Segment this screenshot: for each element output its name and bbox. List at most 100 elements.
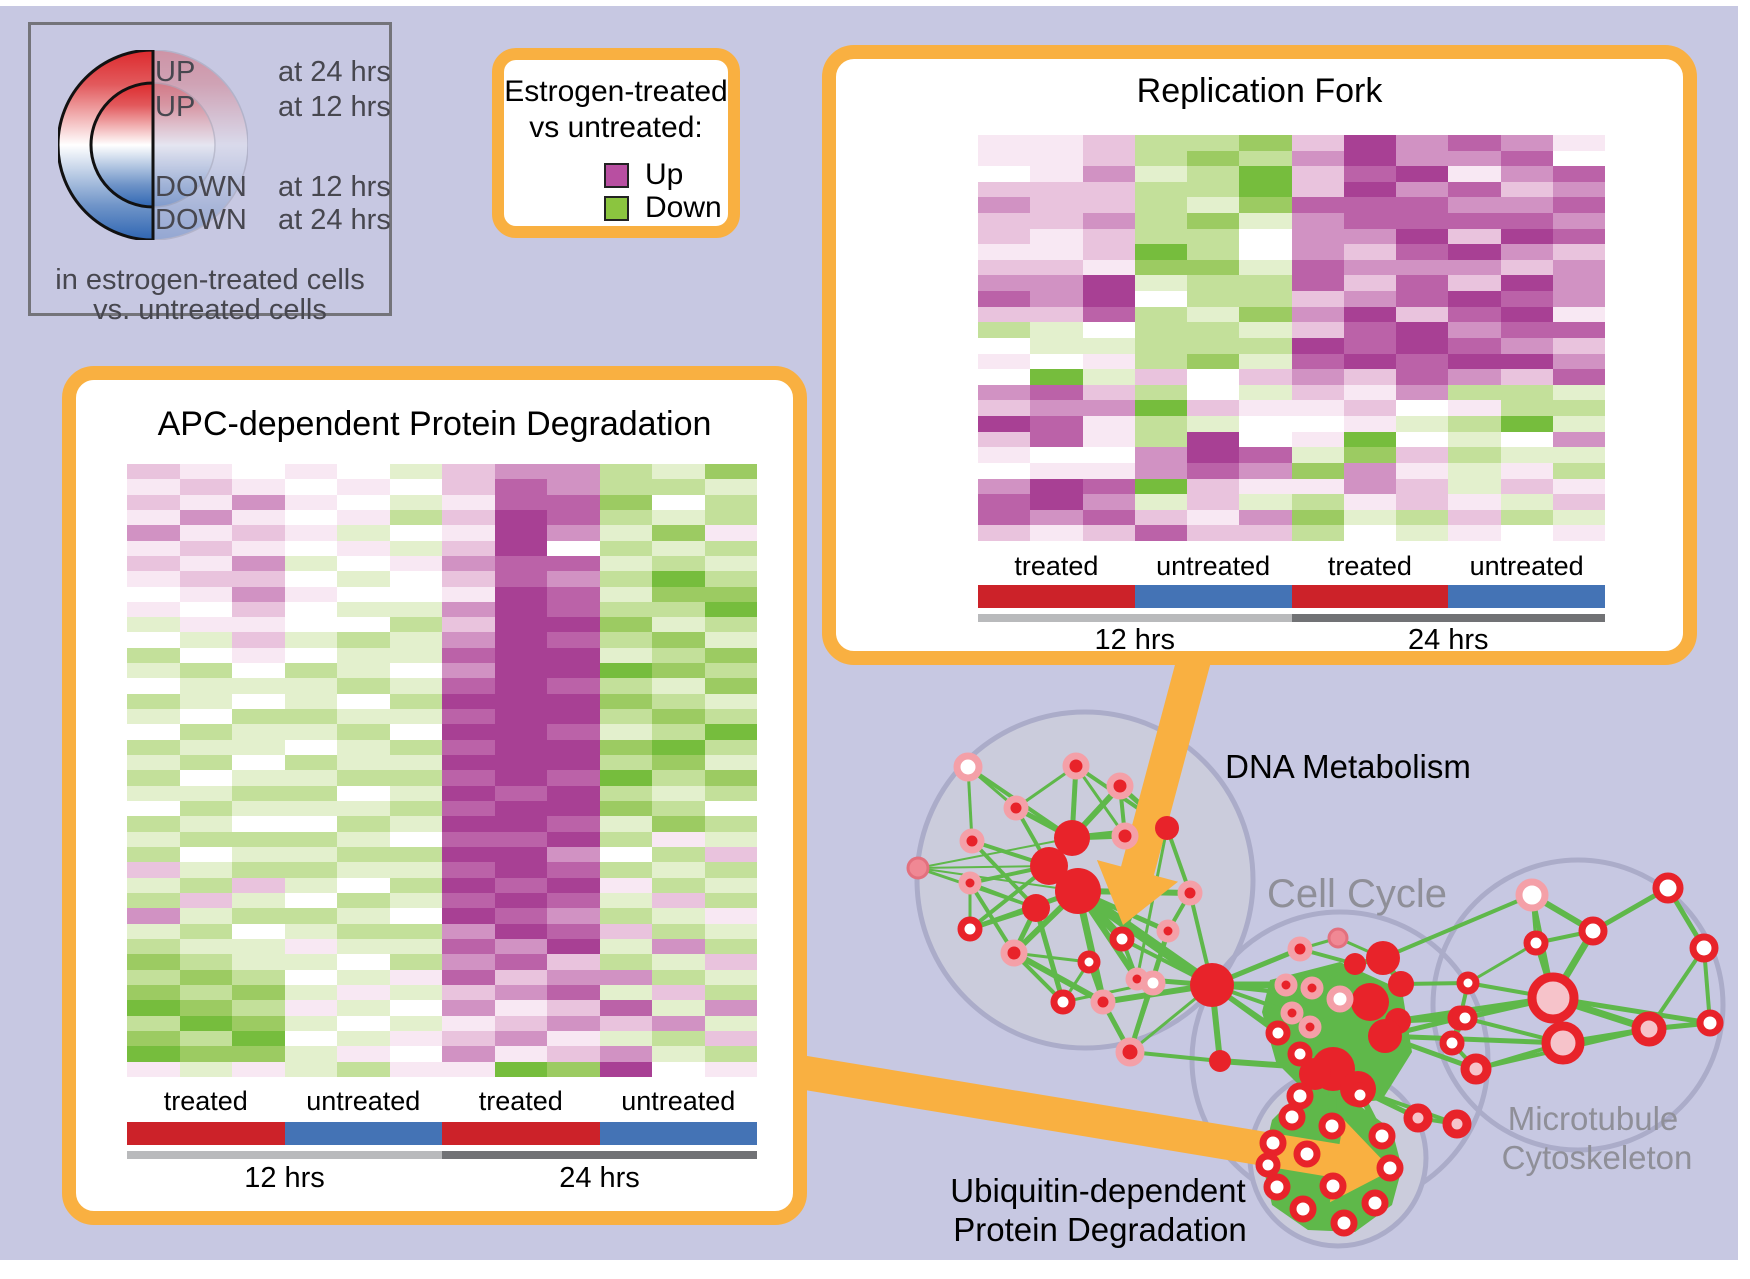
heatmap-cell <box>1291 244 1344 260</box>
heatmap-cell <box>337 862 390 878</box>
heatmap-cell <box>494 908 547 924</box>
heatmap-cell <box>389 709 442 725</box>
heatmap-cell <box>494 877 547 894</box>
heatmap-cell <box>1343 150 1396 167</box>
heatmap-cell <box>704 985 757 1001</box>
heatmap-cell <box>1187 259 1240 276</box>
heatmap-cell <box>179 939 232 955</box>
heatmap-cell <box>442 1015 495 1032</box>
heatmap-cell <box>1030 525 1083 541</box>
heatmap-cell <box>232 923 285 940</box>
heatmap-cell <box>1343 509 1396 526</box>
heatmap-cell <box>1082 353 1135 370</box>
heatmap-cell <box>284 647 337 664</box>
heatmap-cell <box>1552 509 1605 526</box>
heatmap-cell <box>1187 181 1240 198</box>
heatmap-cell <box>1448 275 1501 292</box>
heatmap-cell <box>284 985 337 1001</box>
heatmap-cell <box>442 617 495 633</box>
network-node-d <box>1403 1103 1433 1133</box>
heatmap-cell <box>1552 291 1605 307</box>
heatmap-cell <box>652 985 705 1001</box>
heatmap-cell <box>1291 291 1344 307</box>
heatmap-cell <box>442 693 495 710</box>
heatmap-cell <box>127 1046 180 1062</box>
heatmap-cell <box>389 939 442 955</box>
heatmap-cell <box>442 663 495 679</box>
arrow-shaft-apc-to-ubiquitin <box>797 1055 1346 1179</box>
network-node-s <box>1351 983 1389 1021</box>
heatmap-cell <box>1082 369 1135 385</box>
heatmap-cell <box>652 1046 705 1062</box>
heatmap-cell <box>704 770 757 786</box>
network-node-s <box>1022 894 1050 922</box>
heatmap-cell <box>1239 369 1292 385</box>
heatmap-cell <box>1291 197 1344 214</box>
heatmap-cell <box>1500 416 1553 432</box>
heatmap-cell <box>1291 494 1344 510</box>
heatmap-cell <box>127 801 180 817</box>
heatmap-cell <box>1291 259 1344 276</box>
heatmap-cell <box>547 509 600 526</box>
heatmap-cell <box>599 908 652 924</box>
network-node-r <box>1287 1041 1313 1067</box>
heatmap-cell <box>1448 416 1501 432</box>
heatmap-cell <box>389 969 442 986</box>
heatmap-cell <box>1030 259 1083 276</box>
heatmap-cell <box>1552 400 1605 416</box>
heatmap-cell <box>547 1000 600 1016</box>
heatmap-cell <box>1239 166 1292 182</box>
heatmap-cell <box>232 969 285 986</box>
network-node-s <box>1368 1019 1402 1053</box>
heatmap-cell <box>547 601 600 618</box>
heatmap-cell <box>179 1046 232 1062</box>
network-node-h <box>1090 989 1116 1015</box>
heatmap-cell <box>1030 337 1083 354</box>
heatmap-cell <box>1291 353 1344 370</box>
rf-group-labels: treated untreated treated untreated <box>1014 551 1584 581</box>
heatmap-cell <box>1552 369 1605 385</box>
heatmap-cell <box>704 969 757 986</box>
heatmap-cell <box>1500 369 1553 385</box>
heatmap-cell <box>704 479 757 495</box>
heatmap-cell <box>389 770 442 786</box>
heatmap-cell <box>127 678 180 694</box>
heatmap-cell <box>704 831 757 848</box>
heatmap-cell <box>599 785 652 802</box>
heatmap-cell <box>284 494 337 510</box>
network-node-r <box>1368 1122 1396 1150</box>
heatmap-cell <box>978 322 1031 338</box>
heatmap-cell <box>1552 525 1605 541</box>
heatmap-cell <box>652 1015 705 1032</box>
heatmap-cell <box>1396 525 1449 541</box>
heatmap-cell <box>978 197 1031 214</box>
heatmap-cell <box>127 923 180 940</box>
heatmap-cell <box>442 709 495 725</box>
heatmap-cell <box>1239 400 1292 416</box>
heatmap-cell <box>1552 384 1605 401</box>
heatmap-cell <box>547 954 600 970</box>
heatmap-cell <box>599 831 652 848</box>
network-node-r <box>1293 1140 1321 1168</box>
heatmap-cell <box>1239 509 1292 526</box>
heatmap-cell <box>127 847 180 863</box>
heatmap-cell <box>232 908 285 924</box>
heatmap-cell <box>1500 353 1553 370</box>
heatmap-cell <box>1291 525 1344 541</box>
heatmap-cell <box>284 724 337 740</box>
heatmap-cell <box>1082 306 1135 323</box>
heatmap-cell <box>978 306 1031 323</box>
heatmap-cell <box>978 275 1031 292</box>
heatmap-cell <box>1291 478 1344 495</box>
heatmap-cell <box>1082 181 1135 198</box>
heatmap-cell <box>494 494 547 510</box>
heatmap-cell <box>179 908 232 924</box>
heatmap-cell <box>1187 447 1240 463</box>
heatmap-cell <box>337 755 390 771</box>
heatmap-cell <box>127 601 180 618</box>
heatmap-cell <box>494 1046 547 1062</box>
heatmap-cell <box>1134 400 1187 416</box>
heatmap-cell <box>1396 166 1449 182</box>
heatmap-cell <box>1500 525 1553 541</box>
heatmap-cell <box>1291 509 1344 526</box>
